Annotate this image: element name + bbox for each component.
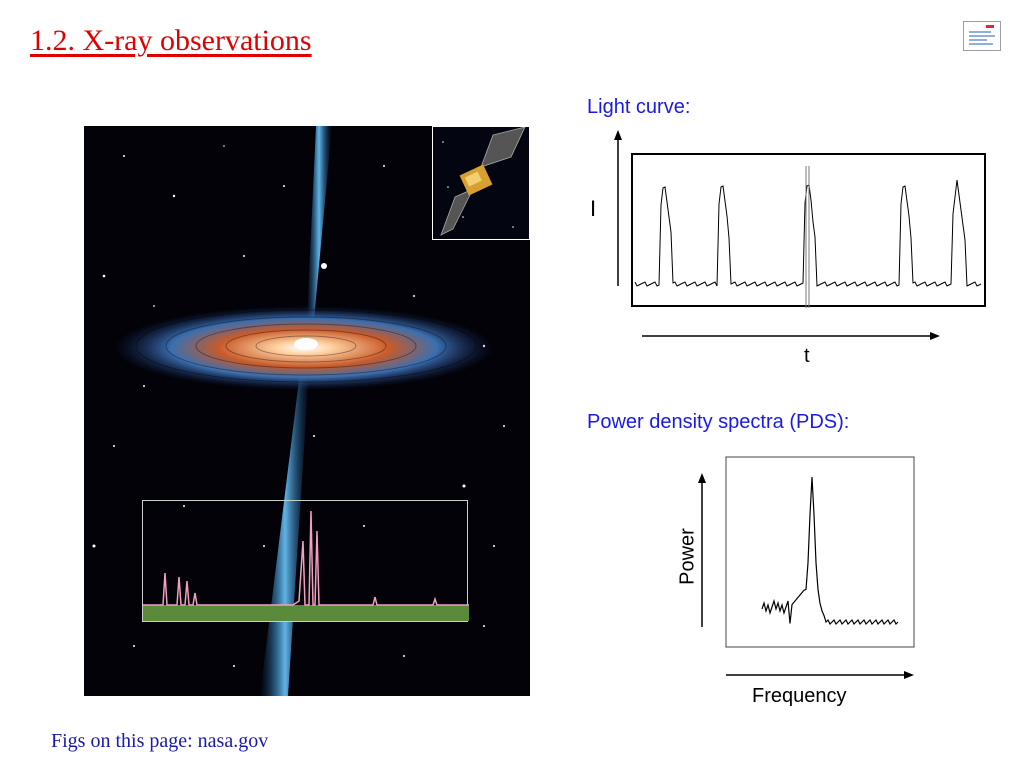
- emission-spectrum: [143, 510, 469, 621]
- star-field: [92, 145, 505, 667]
- pds-plot: [698, 456, 915, 679]
- slide-title: 1.2. X-ray observations: [30, 24, 312, 57]
- pds-x-label: Frequency: [752, 685, 847, 707]
- satellite-inset: [432, 126, 530, 240]
- light-curve-x-label: t: [804, 345, 810, 367]
- light-curve-y-symbol: I: [590, 196, 597, 221]
- light-curve-plot: [614, 130, 986, 340]
- light-curve-line: [634, 179, 982, 287]
- credits-footer: Figs on this page: nasa.gov: [51, 730, 269, 752]
- accretion-disk-image: [84, 126, 530, 696]
- slide-thumbnail-icon[interactable]: [963, 21, 1001, 51]
- pds-curve: [761, 476, 899, 626]
- light-curve-label: Light curve:: [587, 96, 691, 118]
- emission-spectrum-inset: [142, 500, 469, 622]
- pds-y-label: Power: [676, 528, 699, 585]
- pds-label: Power density spectra (PDS):: [587, 411, 850, 433]
- satellite-icon: [440, 127, 526, 236]
